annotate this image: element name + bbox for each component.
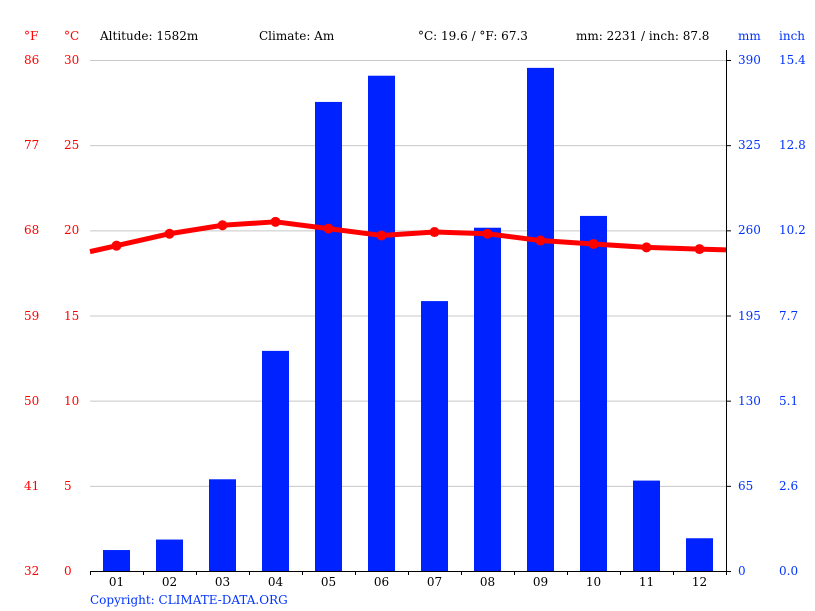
- precipitation-bar: [315, 101, 342, 571]
- temperature-point: [217, 220, 228, 231]
- temperature-point: [588, 238, 599, 249]
- fahrenheit-tick-label: 50: [24, 393, 40, 408]
- temperature-point: [270, 216, 281, 227]
- temperature-point: [429, 227, 440, 238]
- gridlines: [90, 60, 726, 487]
- temperature-point: [376, 230, 387, 241]
- mm-tick-label: 390: [738, 53, 761, 67]
- copyright-link[interactable]: Copyright: CLIMATE-DATA.ORG: [90, 593, 288, 607]
- temperature-point: [641, 242, 652, 253]
- month-label: 08: [479, 575, 496, 589]
- altitude-label: Altitude: 1582m: [100, 29, 199, 43]
- celsius-unit-label: °C: [64, 29, 80, 43]
- mm-tick-label: 130: [738, 393, 761, 408]
- fahrenheit-tick-label: 68: [24, 223, 40, 238]
- month-label: 05: [320, 575, 337, 589]
- celsius-tick-label: 15: [64, 308, 80, 323]
- month-label: 04: [267, 575, 284, 589]
- temperature-point: [482, 228, 493, 239]
- month-label: 12: [691, 575, 708, 589]
- month-label: 03: [214, 575, 231, 589]
- month-label: 02: [161, 575, 178, 589]
- precipitation-bar: [580, 215, 607, 571]
- celsius-tick-label: 10: [64, 393, 80, 408]
- temperature-point: [111, 240, 122, 251]
- inch-tick-label: 12.8: [779, 138, 806, 153]
- mm-unit-label: mm: [738, 29, 761, 43]
- inch-unit-label: inch: [779, 29, 806, 43]
- mm-tick-label: 0: [738, 564, 746, 578]
- precipitation-bar: [633, 480, 660, 571]
- inch-tick-label: 7.7: [779, 308, 799, 323]
- fahrenheit-tick-label: 32: [24, 564, 40, 578]
- fahrenheit-tick-label: 59: [24, 308, 40, 323]
- fahrenheit-tick-label: 86: [24, 53, 40, 67]
- precipitation-bar: [527, 67, 554, 571]
- temperature-point: [164, 228, 175, 239]
- temperature-line: [89, 216, 727, 255]
- fahrenheit-unit-label: °F: [24, 29, 39, 43]
- precipitation-bar: [421, 301, 448, 571]
- celsius-tick-label: 25: [64, 138, 80, 153]
- month-label: 11: [638, 575, 655, 589]
- temperature-polyline: [89, 219, 727, 255]
- mm-tick-label: 325: [738, 138, 761, 153]
- celsius-tick-label: 30: [64, 53, 80, 67]
- temperature-point: [535, 235, 546, 246]
- temperature-summary: °C: 19.6 / °F: 67.3: [418, 29, 528, 43]
- month-label: 07: [426, 575, 443, 589]
- precipitation-bar: [686, 538, 713, 571]
- mm-tick-label: 65: [738, 478, 754, 493]
- mm-tick-label: 195: [738, 308, 761, 323]
- celsius-tick-label: 5: [64, 478, 72, 493]
- mm-tick-label: 260: [738, 223, 761, 238]
- climate-label: Climate: Am: [259, 29, 335, 43]
- precipitation-bar: [368, 75, 395, 571]
- chart-axes: [90, 50, 731, 575]
- month-label: 01: [108, 575, 125, 589]
- month-label: 09: [532, 575, 549, 589]
- precipitation-bar: [474, 227, 501, 571]
- fahrenheit-tick-label: 41: [24, 478, 40, 493]
- inch-tick-label: 0.0: [779, 564, 799, 578]
- month-label: 10: [585, 575, 602, 589]
- fahrenheit-tick-label: 77: [24, 138, 40, 153]
- inch-tick-label: 15.4: [779, 53, 806, 67]
- precipitation-bars: [103, 67, 713, 571]
- precipitation-bar: [262, 350, 289, 571]
- inch-tick-label: 10.2: [779, 223, 806, 238]
- precipitation-bar: [156, 539, 183, 571]
- temperature-point: [694, 244, 705, 255]
- inch-tick-label: 5.1: [779, 393, 799, 408]
- inch-tick-label: 2.6: [779, 478, 799, 493]
- precipitation-summary: mm: 2231 / inch: 87.8: [576, 29, 710, 43]
- temperature-point: [323, 223, 334, 234]
- precipitation-bar: [209, 479, 236, 571]
- celsius-tick-label: 20: [64, 223, 80, 238]
- month-label: 06: [373, 575, 390, 589]
- celsius-tick-label: 0: [64, 564, 72, 578]
- precipitation-bar: [103, 550, 130, 571]
